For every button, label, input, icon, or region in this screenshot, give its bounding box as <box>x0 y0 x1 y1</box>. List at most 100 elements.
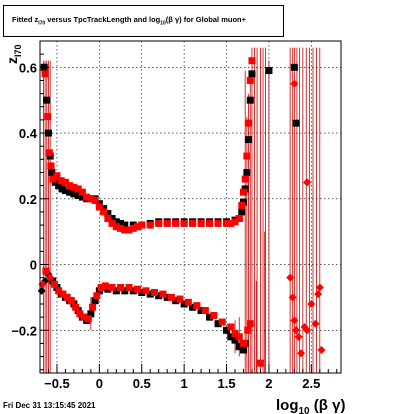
data-point <box>41 70 49 78</box>
data-point <box>201 307 209 315</box>
data-point-diamond <box>317 345 326 354</box>
data-point <box>70 183 78 191</box>
axis-ticks <box>39 40 338 373</box>
data-point <box>117 219 125 227</box>
data-point <box>246 76 254 84</box>
data-point <box>104 210 112 218</box>
data-point <box>112 287 120 295</box>
data-point <box>55 287 63 295</box>
data-point <box>138 221 146 229</box>
data-point <box>138 288 146 296</box>
data-point <box>129 224 137 232</box>
data-point-diamond <box>314 290 323 299</box>
data-point <box>235 333 243 341</box>
data-point <box>66 188 74 196</box>
data-point <box>235 215 243 223</box>
data-point <box>150 288 158 296</box>
data-point <box>101 282 109 290</box>
data-point <box>67 297 75 305</box>
x-tick-label: 0 <box>96 376 103 391</box>
data-point-diamond <box>286 273 295 282</box>
data-point <box>70 190 78 198</box>
data-point-diamond <box>294 332 303 341</box>
data-point <box>163 293 171 301</box>
data-point <box>265 67 273 75</box>
data-point <box>256 359 264 367</box>
data-point <box>245 136 253 144</box>
data-point <box>42 267 50 275</box>
x-tick-label: 2.5 <box>302 376 320 391</box>
data-point <box>129 287 137 295</box>
data-point <box>184 298 192 306</box>
data-point <box>108 215 116 223</box>
data-point <box>108 219 116 227</box>
data-point <box>172 219 180 227</box>
data-point <box>189 219 197 227</box>
data-point <box>45 149 53 157</box>
data-point <box>159 290 167 298</box>
data-point-diamond <box>38 280 47 289</box>
plot-frame <box>39 40 342 374</box>
x-tick-label: 2 <box>265 376 272 391</box>
data-point <box>180 300 188 308</box>
data-point <box>223 326 231 334</box>
data-point <box>231 218 239 226</box>
axis-titles: log10 (β γ)zI70 <box>4 44 345 414</box>
data-point <box>91 196 99 204</box>
y-tick-label: 0.6 <box>19 60 37 75</box>
data-point <box>231 330 239 338</box>
x-tick-label: 1 <box>181 376 188 391</box>
data-point <box>214 219 222 227</box>
data-point-diamond <box>46 273 55 282</box>
data-point <box>231 336 239 344</box>
y-tick-label: 0.2 <box>19 192 37 207</box>
data-point <box>112 218 120 226</box>
data-point <box>197 219 205 227</box>
data-point <box>246 96 254 104</box>
data-point <box>163 219 171 227</box>
data-point <box>292 119 300 127</box>
data-point <box>59 290 67 298</box>
data-point <box>180 219 188 227</box>
data-point-diamond <box>290 316 299 325</box>
data-point <box>61 187 69 195</box>
data-point <box>227 333 235 341</box>
plot-title-box: Fitted zI70 versus TpcTrackLength and lo… <box>3 5 284 37</box>
data-point <box>146 290 154 298</box>
data-point <box>243 152 251 160</box>
data-point <box>91 297 99 305</box>
data-point <box>243 168 251 176</box>
data-point <box>241 175 249 183</box>
data-point <box>121 221 129 229</box>
data-point-diamond <box>311 319 320 328</box>
x-tick-label: −0.5 <box>44 376 70 391</box>
data-point <box>117 224 125 232</box>
data-point <box>197 307 205 315</box>
y-tick-label: −0.2 <box>11 323 37 338</box>
data-point <box>66 182 74 190</box>
x-axis-title: log10 (β γ) <box>276 397 345 414</box>
data-point <box>248 57 256 65</box>
data-point <box>155 219 163 227</box>
data-point-diamond <box>290 79 299 88</box>
data-point <box>239 346 247 354</box>
data-point <box>93 292 101 300</box>
data-point-diamond <box>288 293 297 302</box>
data-point-diamond <box>303 178 312 187</box>
data-point <box>78 193 86 201</box>
x-tick-label: 1.5 <box>217 376 235 391</box>
plot-title: Fitted zI70 versus TpcTrackLength and lo… <box>12 15 247 27</box>
data-point <box>74 191 82 199</box>
data-point <box>117 284 125 292</box>
data-point <box>108 284 116 292</box>
data-point-diamond <box>303 326 312 335</box>
grid-lines <box>40 41 341 373</box>
data-point <box>146 221 154 229</box>
data-point <box>134 223 142 231</box>
data-point <box>155 292 163 300</box>
data-point <box>206 219 214 227</box>
data-point <box>193 302 201 310</box>
data-point <box>239 188 247 196</box>
data-point <box>246 320 254 328</box>
